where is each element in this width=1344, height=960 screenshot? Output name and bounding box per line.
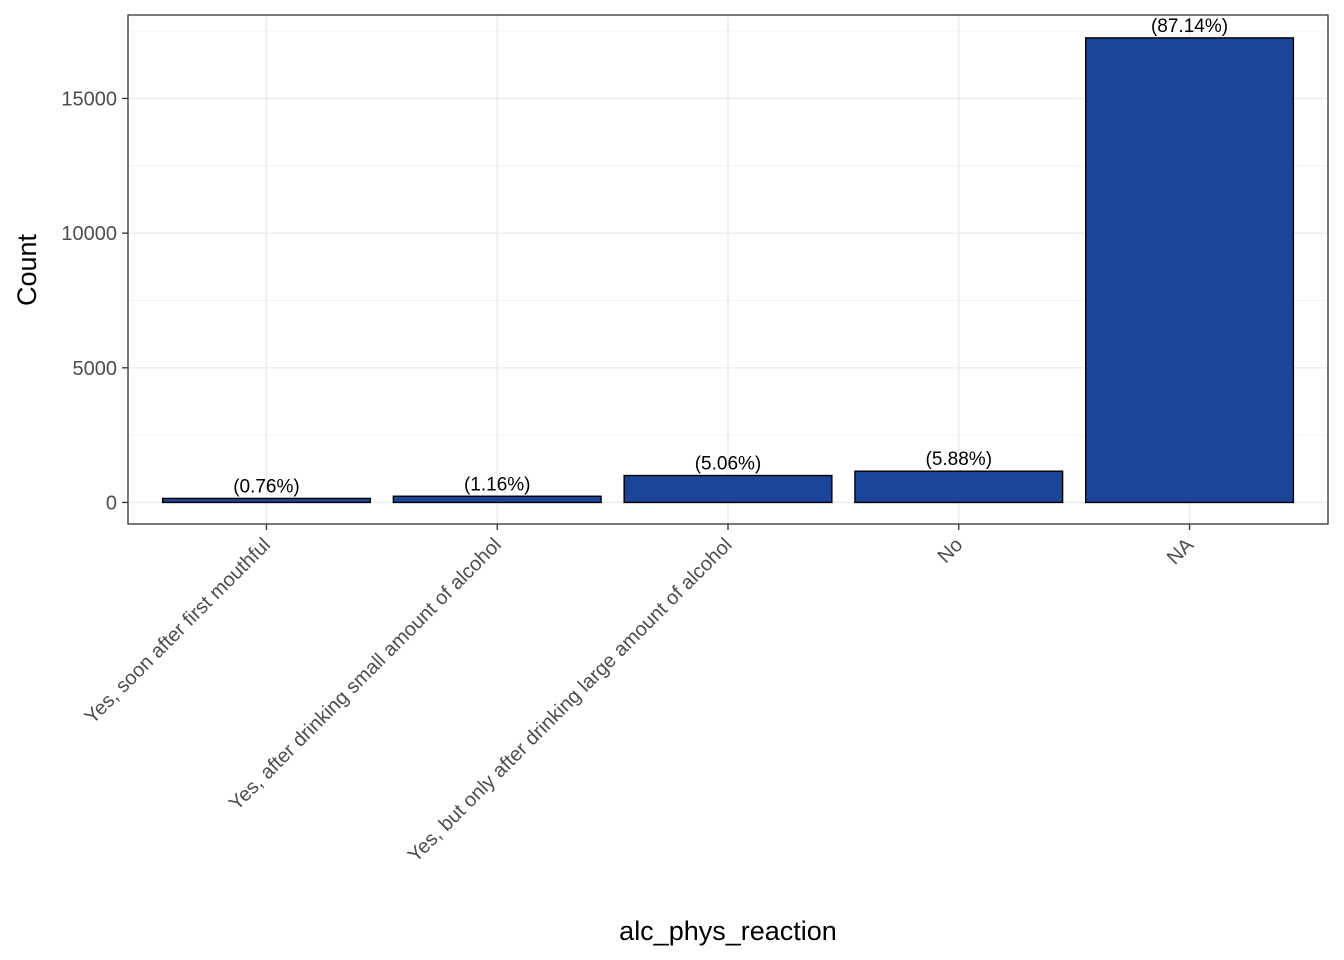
bars: [161, 37, 1295, 504]
x-tick-label: No: [934, 534, 968, 568]
bar-value-label: (5.06%): [695, 454, 762, 475]
y-tick-label: 15000: [61, 88, 117, 110]
bar-value-label: (0.76%): [233, 476, 300, 497]
y-tick-label: 5000: [73, 358, 118, 380]
x-tick-label: NA: [1163, 534, 1199, 570]
y-axis-title: Count: [12, 233, 42, 306]
bar: [854, 470, 1064, 504]
bar-value-label: (1.16%): [464, 474, 531, 495]
bar-value-label: (5.88%): [926, 449, 993, 470]
bar-value-label: (87.14%): [1151, 16, 1228, 37]
x-tick-label: Yes, after drinking small amount of alco…: [225, 534, 506, 815]
x-tick-label: Yes, soon after first mouthful: [81, 534, 275, 728]
y-tick-label: 10000: [61, 223, 117, 245]
bar: [1084, 37, 1295, 504]
x-axis-title: alc_phys_reaction: [619, 916, 837, 946]
bar: [623, 474, 833, 504]
bar: [392, 495, 602, 504]
y-tick-label: 0: [106, 492, 117, 514]
bar: [161, 497, 372, 504]
data-labels: (0.76%) (1.16%) (5.06%) (5.88%) (87.14%): [233, 16, 1228, 498]
